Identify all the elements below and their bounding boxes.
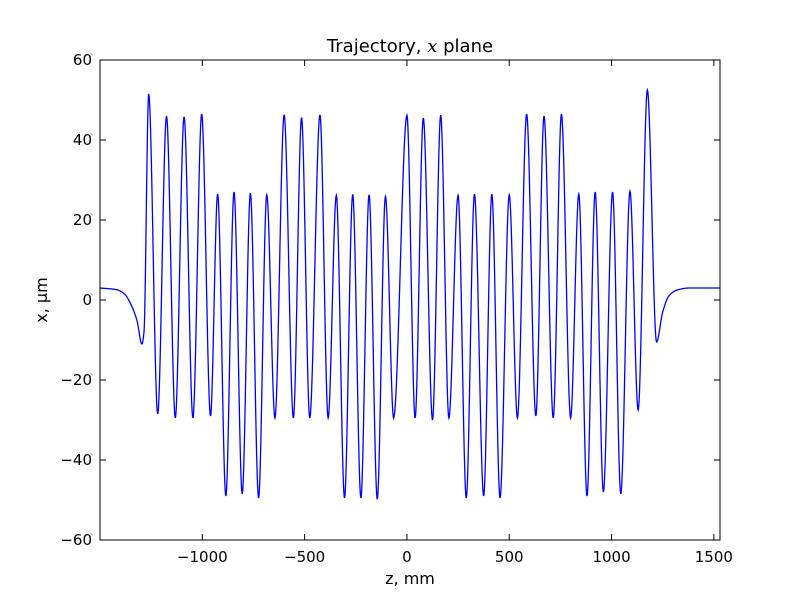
x-tick-label: 1500 xyxy=(695,548,733,566)
y-tick-label: −60 xyxy=(60,531,92,549)
y-tick-label: 20 xyxy=(73,211,92,229)
x-tick-label: −1000 xyxy=(177,548,228,566)
trajectory-line xyxy=(100,87,720,500)
chart-title: Trajectory, x plane xyxy=(326,36,493,57)
chart-title-variable: x xyxy=(427,36,437,57)
x-tick-label: −500 xyxy=(284,548,325,566)
x-axis-label: z, mm xyxy=(385,569,435,588)
x-tick-label: 1000 xyxy=(592,548,630,566)
y-tick-label: 40 xyxy=(73,131,92,149)
y-tick-label: −40 xyxy=(60,451,92,469)
y-tick-label: −20 xyxy=(60,371,92,389)
x-axis-ticks: −1000 −500 0 500 1000 1500 xyxy=(177,60,733,566)
x-tick-label: 500 xyxy=(495,548,524,566)
y-tick-label: 60 xyxy=(73,51,92,69)
chart-title-prefix: Trajectory, xyxy=(326,36,427,57)
y-axis-ticks: 60 40 20 0 −20 −40 −60 xyxy=(60,51,720,549)
y-axis-label: x, µm xyxy=(32,277,51,322)
x-tick-label: 0 xyxy=(402,548,412,566)
chart-title-suffix: plane xyxy=(437,36,493,57)
y-tick-label: 0 xyxy=(82,291,92,309)
